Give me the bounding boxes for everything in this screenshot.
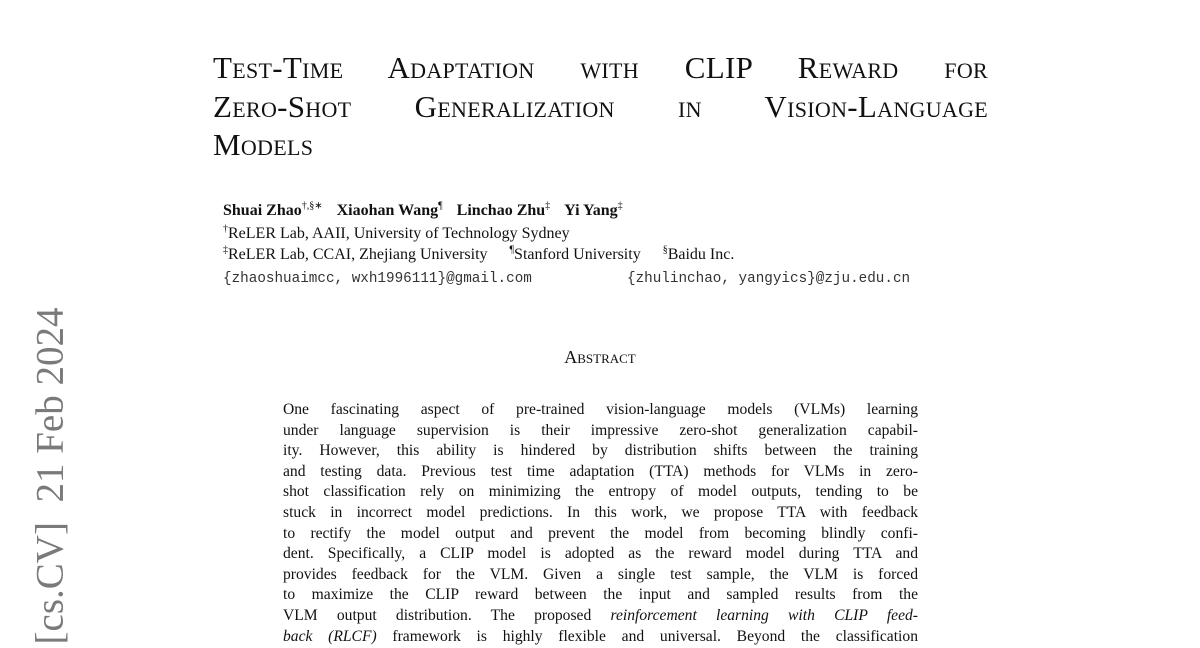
abstract-text: provides feedback for the VLM. Given a s… [283,565,918,583]
affiliation: ‡ReLER Lab, CCAI, Zhejiang University [223,245,488,264]
affiliation-mark: ¶ [509,245,515,256]
affiliation-name: ReLER Lab, AAII, University of Technolog… [228,225,570,243]
abstract-line: dent. Specifically, a CLIP model is adop… [283,544,918,564]
abstract-line: back (RLCF) framework is highly flexible… [283,627,918,647]
abstract-line: to maximize the CLIP reward between the … [283,585,918,605]
title-line: Zero-Shot Generalization in Vision-Langu… [213,88,988,124]
abstract-text: back (RLCF) [283,627,377,645]
affiliation-name: ReLER Lab, CCAI, Zhejiang University [228,246,488,264]
affiliation-name: Stanford University [514,246,641,264]
abstract-text: VLM output distribution. The proposed [283,607,611,624]
affiliation-mark: † [223,224,228,235]
author-mark: ¶ [438,201,443,212]
abstract-line: One fascinating aspect of pre-trained vi… [283,400,918,420]
title-line: Models [213,127,314,162]
author: Yi Yang‡ [564,201,623,220]
abstract-line: and testing data. Previous test time ada… [283,462,918,482]
affiliation-name: Baidu Inc. [667,246,735,264]
title-line: Test-Time Adaptation with CLIP Reward fo… [213,50,988,85]
affiliation: ¶Stanford University [509,245,641,264]
author-name: Yi Yang [564,202,618,220]
author: Linchao Zhu‡ [456,201,551,220]
abstract-line: to rectify the model output and prevent … [283,524,918,544]
author: Xiaohan Wang¶ [336,201,443,220]
abstract-heading: Abstract [564,347,636,367]
abstract-text: framework is highly flexible and univers… [376,627,918,645]
affiliation-line: ‡ReLER Lab, CCAI, Zhejiang University ¶St… [223,245,734,264]
abstract-line: stuck in incorrect model predictions. In… [283,503,918,523]
author-name: Xiaohan Wang [336,202,439,220]
author-mark: ‡ [617,201,623,212]
author-name: Shuai Zhao [223,202,302,220]
email: {zhulinchao, yangyics}@zju.edu.cn [627,271,911,287]
abstract-line: provides feedback for the VLM. Given a s… [283,565,918,585]
abstract-line: VLM output distribution. The proposed re… [283,606,918,626]
abstract-line: under language supervision is their impr… [283,421,918,441]
author-mark: ‡ [545,201,551,212]
abstract-text: shot classification rely on minimizing t… [283,483,918,501]
abstract-text: and testing data. Previous test time ada… [283,462,918,480]
abstract-text: reinforcement learning with CLIP feed- [610,607,918,624]
abstract-text: stuck in incorrect model predictions. In… [283,504,918,521]
email: {zhaoshuaimcc, wxh1996111}@gmail.com [223,271,532,287]
abstract-text: ity. However, this ability is hindered b… [283,442,918,460]
author: Shuai Zhao†,§∗ [223,201,323,220]
abstract-text: dent. Specifically, a CLIP model is adop… [283,545,918,563]
abstract-line: shot classification rely on minimizing t… [283,482,918,502]
abstract-line: ity. However, this ability is hindered b… [283,441,918,461]
affiliation: §Baidu Inc. [662,245,735,264]
abstract-text: to maximize the CLIP reward between the … [283,586,918,604]
affiliation-line: †ReLER Lab, AAII, University of Technolo… [223,224,570,243]
affiliation: †ReLER Lab, AAII, University of Technolo… [223,224,570,243]
abstract-text: to rectify the model output and prevent … [283,524,918,542]
author-name: Linchao Zhu [456,202,546,220]
affiliation-mark: ‡ [223,245,228,256]
author-mark: †,§∗ [301,201,323,212]
authors: Shuai Zhao†,§∗ Xiaohan Wang¶ Linchao Zhu‡ Y… [223,201,623,220]
abstract-text: under language supervision is their impr… [283,421,918,439]
affiliation-mark: § [662,245,668,256]
abstract-text: One fascinating aspect of pre-trained vi… [283,401,918,418]
